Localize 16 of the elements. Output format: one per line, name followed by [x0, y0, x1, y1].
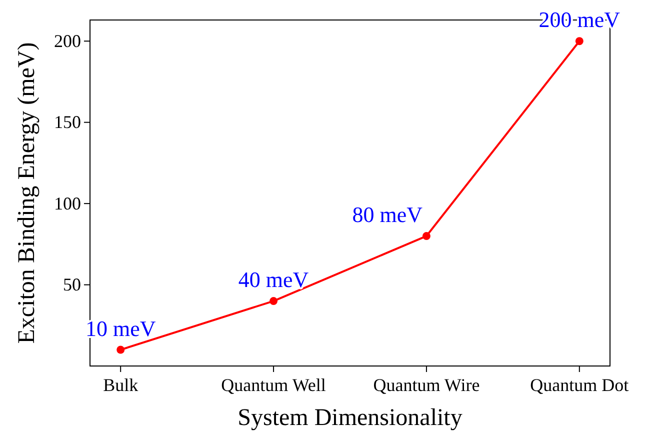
- point: [575, 37, 584, 46]
- point: [116, 346, 125, 354]
- point: [422, 232, 430, 240]
- x-axis-title: System Dimensionality: [238, 405, 462, 431]
- y-tick-label: 100: [54, 193, 81, 214]
- point: [270, 297, 278, 306]
- data-label: 80 meV: [352, 202, 423, 228]
- y-tick-label: 200: [54, 30, 81, 51]
- y-tick-label: 150: [54, 112, 81, 132]
- x-tick-label: Bulk: [103, 375, 138, 396]
- y-axis-title: Exciton Binding Energy (meV): [14, 42, 40, 344]
- x-tick-label: Quantum Well: [221, 375, 326, 396]
- x-tick-label: Quantum Wire: [373, 375, 480, 396]
- x-tick-label: Quantum Dot: [530, 375, 629, 396]
- data-label: 40 meV: [238, 267, 309, 292]
- y-tick-label: 50: [63, 274, 81, 295]
